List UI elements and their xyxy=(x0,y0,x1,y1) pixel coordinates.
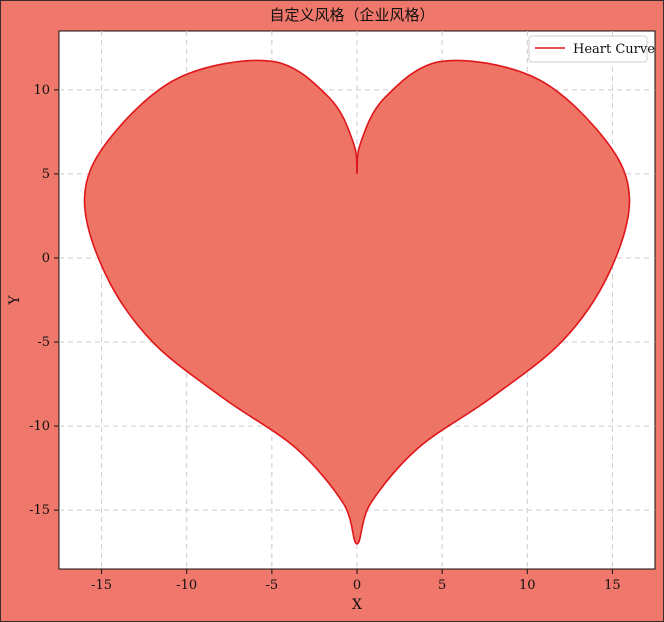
legend-box xyxy=(528,35,648,63)
y-tick-label: -15 xyxy=(29,503,50,518)
x-tick-label: -15 xyxy=(91,578,112,593)
chart-title: 自定义风格（企业风格） xyxy=(269,6,434,24)
x-tick-label: 5 xyxy=(438,578,446,593)
x-tick-label: 10 xyxy=(519,578,536,593)
heart-fill xyxy=(84,60,630,544)
legend: Heart Curve xyxy=(528,35,655,63)
y-tick-label: 5 xyxy=(42,167,50,182)
x-tick-label: -5 xyxy=(266,578,279,593)
x-tick-label: 0 xyxy=(353,578,361,593)
x-tick-label: -10 xyxy=(176,578,197,593)
x-tick-label: 15 xyxy=(604,578,621,593)
y-tick-label: -10 xyxy=(29,419,50,434)
y-tick-label: 10 xyxy=(33,83,50,98)
y-axis-ticks: -15 -10 -5 0 5 10 xyxy=(29,83,59,518)
x-axis-label: X xyxy=(352,597,362,613)
y-tick-label: -5 xyxy=(37,335,50,350)
series-line-heart-curve xyxy=(83,59,631,545)
x-axis-ticks: -15 -10 -5 0 5 10 15 xyxy=(91,569,621,593)
y-axis-label: Y xyxy=(7,295,23,306)
legend-label-heart-curve: Heart Curve xyxy=(573,42,655,57)
y-tick-label: 0 xyxy=(42,251,50,266)
